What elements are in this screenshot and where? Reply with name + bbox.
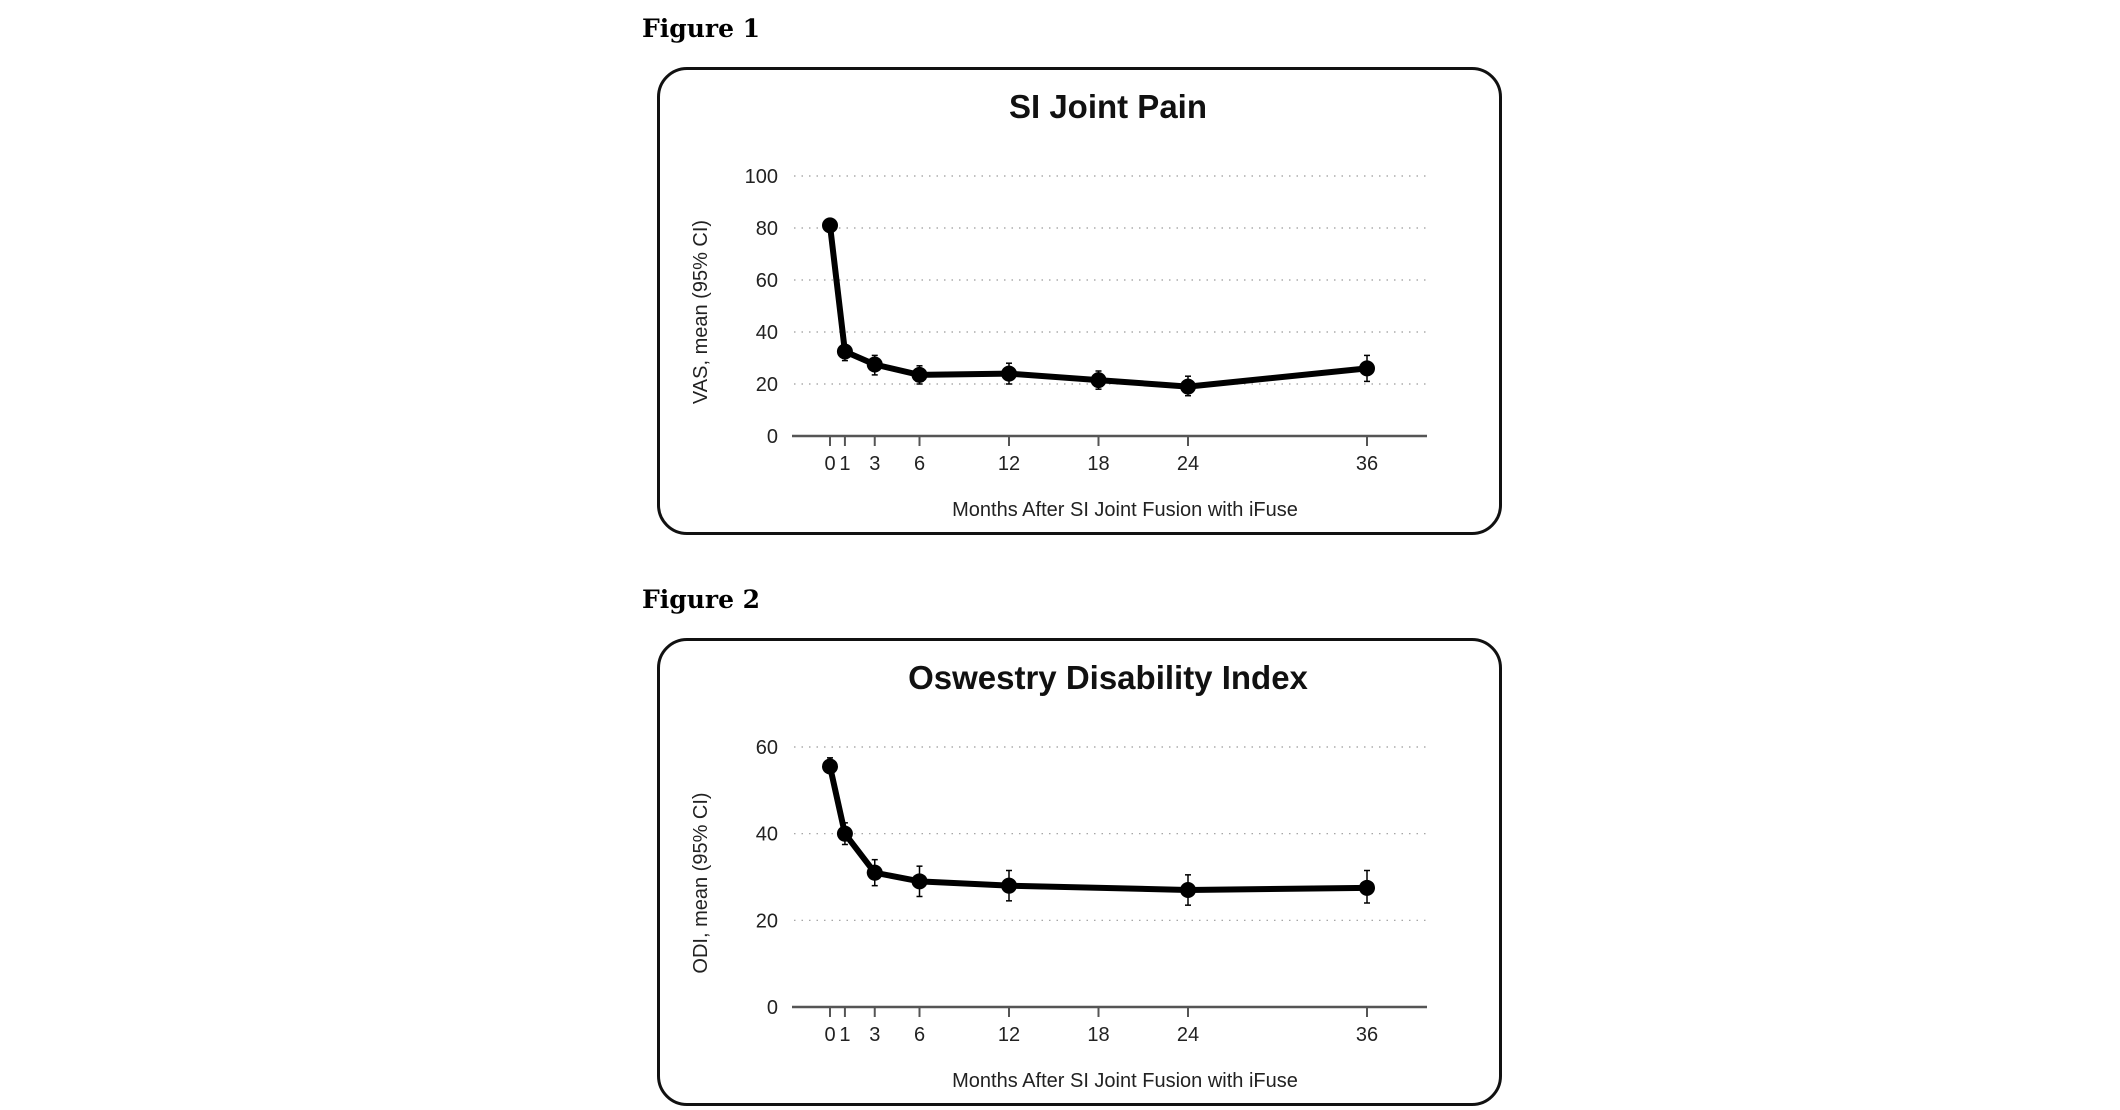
data-point xyxy=(1180,378,1196,395)
x-tick-label: 12 xyxy=(998,453,1020,475)
x-tick-label: 1 xyxy=(839,1024,850,1046)
chart-1-frame: SI Joint Pain 0 20 40 60 80 100 0 1 3 6 12 18 24 36 Mon… xyxy=(657,67,1502,535)
chart-title: Oswestry Disability Index xyxy=(908,659,1308,696)
data-point xyxy=(1359,360,1375,377)
data-point xyxy=(1180,882,1196,898)
x-tick-label: 24 xyxy=(1177,1024,1199,1046)
x-tick-label: 3 xyxy=(869,453,880,475)
y-tick-label: 40 xyxy=(756,824,778,846)
data-point xyxy=(866,356,883,373)
x-tick-label: 36 xyxy=(1356,453,1378,475)
x-tick-label: 18 xyxy=(1087,453,1109,475)
figure-2-label: Figure 2 xyxy=(642,585,761,614)
data-point xyxy=(836,343,853,360)
x-tick-label: 24 xyxy=(1177,453,1199,475)
data-point xyxy=(1359,879,1375,896)
data-point xyxy=(822,217,838,234)
x-tick-label: 12 xyxy=(998,1024,1020,1046)
data-point xyxy=(822,758,838,775)
y-tick-label: 40 xyxy=(756,322,778,344)
data-point xyxy=(866,864,883,881)
data-point xyxy=(1001,877,1017,894)
series-line xyxy=(827,222,1370,390)
x-axis-label: Months After SI Joint Fusion with iFuse xyxy=(952,499,1298,521)
y-axis-label: VAS, mean (95% CI) xyxy=(690,220,712,404)
data-point xyxy=(1090,372,1107,389)
x-tick-label: 0 xyxy=(824,1024,835,1046)
x-tick-label: 0 xyxy=(824,453,835,475)
figure-1-label: Figure 1 xyxy=(642,14,761,43)
y-tick-label: 0 xyxy=(767,426,778,448)
chart-2-frame: Oswestry Disability Index 0 20 40 60 0 1 3 6 12 18… xyxy=(657,638,1502,1106)
y-tick-label: 20 xyxy=(756,374,778,396)
x-tick-label: 36 xyxy=(1356,1024,1378,1046)
y-tick-label: 0 xyxy=(767,997,778,1019)
x-axis-label: Months After SI Joint Fusion with iFuse xyxy=(952,1070,1298,1092)
series-line xyxy=(827,763,1370,893)
y-tick-label: 60 xyxy=(756,737,778,759)
data-point xyxy=(911,366,928,383)
x-tick-label: 18 xyxy=(1087,1024,1109,1046)
y-axis-label: ODI, mean (95% CI) xyxy=(690,792,712,973)
x-tick-label: 3 xyxy=(869,1024,880,1046)
y-tick-label: 80 xyxy=(756,218,778,240)
y-tick-label: 100 xyxy=(745,166,778,188)
data-point xyxy=(911,873,928,890)
data-point xyxy=(1001,365,1017,382)
y-tick-label: 20 xyxy=(756,910,778,932)
chart-title: SI Joint Pain xyxy=(1009,88,1207,125)
x-tick-label: 1 xyxy=(839,453,850,475)
data-point xyxy=(836,825,853,842)
x-tick-label: 6 xyxy=(914,1024,925,1046)
y-tick-label: 60 xyxy=(756,270,778,292)
x-tick-label: 6 xyxy=(914,453,925,475)
